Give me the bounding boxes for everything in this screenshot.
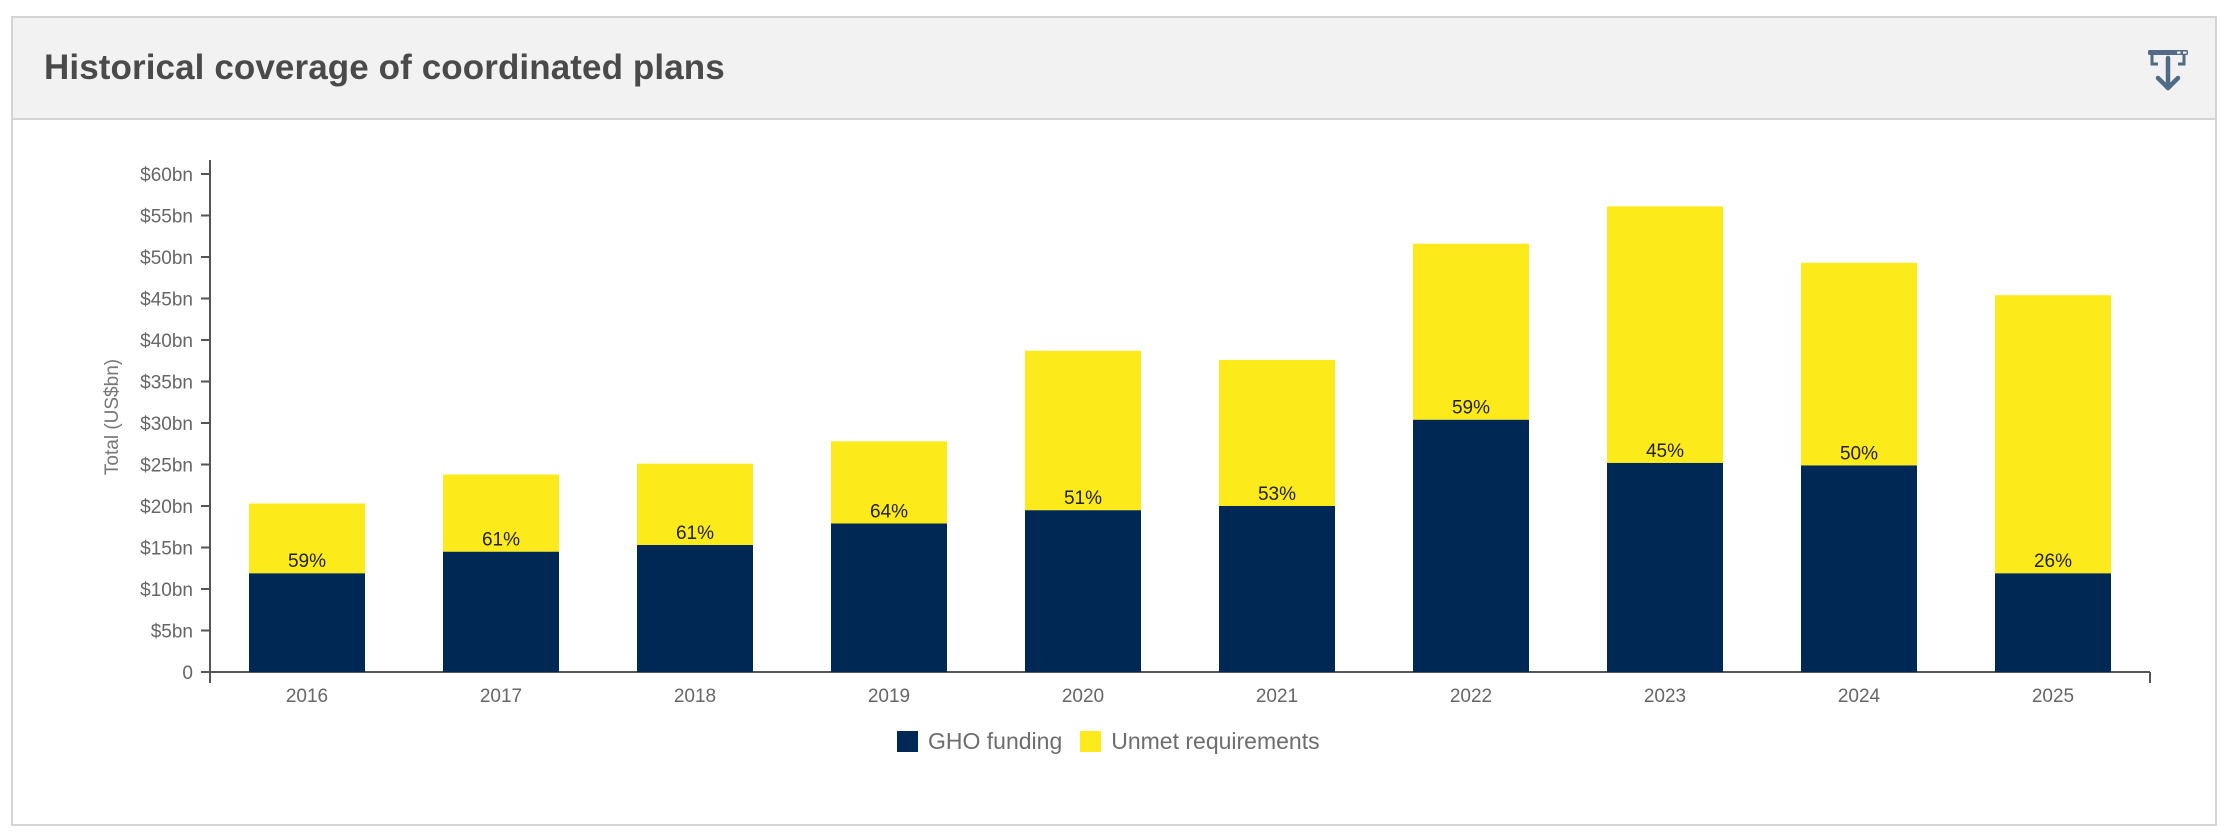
chart-title: Historical coverage of coordinated plans: [44, 48, 725, 87]
y-tick-label: $15bn: [140, 539, 193, 560]
y-tick-label: $5bn: [151, 622, 193, 643]
x-tick-label: 2019: [868, 686, 910, 707]
data-labels: 59% 61% 61% 64% 51% 53% 59% 45% 50% 26%: [288, 398, 2072, 573]
x-tick-label: 2025: [2032, 686, 2074, 707]
y-tick-label: $35bn: [140, 373, 193, 394]
x-tick-label: 2018: [674, 686, 716, 707]
y-tick-label: $25bn: [140, 456, 193, 477]
download-button[interactable]: [2146, 44, 2194, 94]
legend: GHO funding Unmet requirements: [897, 727, 1338, 755]
bar-funding: [831, 523, 947, 672]
bar-unmet: [1607, 206, 1723, 463]
legend-item-unmet[interactable]: Unmet requirements: [1080, 727, 1320, 755]
bar-funding: [1219, 506, 1335, 672]
y-axis: 0 $5bn $10bn $15bn $20bn $25bn $30bn $35bn $40bn…: [140, 160, 211, 684]
bar-funding: [637, 545, 753, 672]
data-label: 61%: [482, 530, 520, 551]
x-tick-label: 2016: [286, 686, 328, 707]
x-axis: 2016 2017 2018 2019 2020 2021 2022 2023 2024 2025: [209, 671, 2151, 707]
y-axis-title: Total (US$bn): [102, 359, 123, 475]
bar-unmet: [249, 503, 365, 574]
legend-label-unmet: Unmet requirements: [1111, 727, 1320, 754]
y-tick-label: $55bn: [140, 207, 193, 228]
legend-swatch-unmet: [1080, 730, 1102, 752]
y-tick-label: $60bn: [140, 165, 193, 186]
card-header: Historical coverage of coordinated plans: [13, 18, 2215, 120]
x-tick-label: 2023: [1644, 686, 1686, 707]
y-tick-label: $20bn: [140, 497, 193, 518]
data-label: 26%: [2034, 551, 2072, 572]
legend-item-funding[interactable]: GHO funding: [897, 728, 1062, 755]
data-label: 61%: [676, 523, 714, 544]
data-label: 59%: [288, 551, 326, 572]
bar-funding: [1607, 462, 1723, 672]
data-label: 64%: [870, 501, 908, 522]
bar-unmet: [1801, 262, 1917, 466]
bar-unmet: [1413, 243, 1529, 420]
download-icon: [2148, 50, 2188, 91]
x-tick-label: 2022: [1450, 686, 1492, 707]
bar-funding: [1025, 510, 1141, 672]
data-label: 50%: [1840, 443, 1878, 464]
data-label: 53%: [1258, 484, 1296, 505]
y-tick-label: $50bn: [140, 248, 193, 269]
x-tick-label: 2017: [480, 686, 522, 707]
legend-swatch-funding: [897, 730, 918, 752]
y-tick-label: $30bn: [140, 414, 193, 435]
bars: [249, 206, 2111, 672]
y-tick-label: 0: [182, 663, 193, 684]
bar-funding: [1413, 419, 1529, 672]
data-label: 45%: [1646, 441, 1684, 462]
bar-funding: [249, 573, 365, 672]
bar-funding: [443, 551, 559, 672]
y-tick-label: $40bn: [140, 331, 193, 352]
y-tick-label: $10bn: [140, 580, 193, 601]
bar-unmet: [1995, 295, 2111, 574]
bar-unmet: [637, 463, 753, 546]
bar-funding: [1995, 573, 2111, 672]
x-tick-label: 2021: [1256, 686, 1298, 707]
data-label: 59%: [1452, 398, 1490, 419]
legend-label-funding: GHO funding: [928, 727, 1063, 754]
x-tick-label: 2024: [1838, 686, 1881, 707]
bar-unmet: [1025, 350, 1141, 511]
bar-funding: [1801, 465, 1917, 672]
y-tick-label: $45bn: [140, 290, 193, 311]
bar-unmet: [1219, 359, 1335, 506]
bar-unmet: [831, 441, 947, 524]
data-label: 51%: [1064, 488, 1102, 509]
bar-unmet: [443, 474, 559, 552]
x-tick-label: 2020: [1062, 686, 1104, 707]
